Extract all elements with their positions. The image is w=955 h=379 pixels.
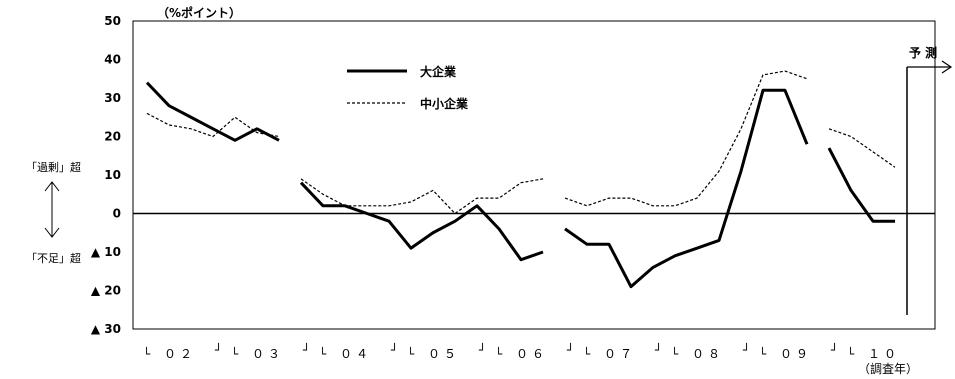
x-year-label: ０５ — [428, 347, 460, 361]
excess-label: 「過剰」超 — [26, 160, 81, 174]
y-tick-label: 20 — [104, 130, 121, 144]
y-tick-label: 30 — [104, 91, 121, 105]
large-firm-line-segment-1 — [299, 181, 544, 262]
y-tick-label: ▲ 10 — [91, 245, 121, 259]
sme-line-segment-3 — [828, 128, 896, 168]
x-bracket-right: ┘ — [214, 342, 222, 357]
x-year-label: ０４ — [340, 347, 372, 361]
x-bracket-right: ┘ — [302, 342, 310, 357]
x-year-label: ０９ — [780, 347, 812, 361]
x-bracket-left: └ — [495, 346, 503, 361]
x-year-label: ０６ — [516, 347, 548, 361]
legend-label-sme: 中小企業 — [420, 96, 469, 111]
y-tick-label: ▲ 20 — [91, 284, 121, 298]
x-bracket-left: └ — [583, 346, 591, 361]
y-tick-label: 50 — [104, 14, 121, 28]
large-firm-line-segment-2 — [564, 88, 809, 289]
x-bracket-right: ┘ — [566, 342, 574, 357]
x-bracket-left: └ — [407, 346, 415, 361]
x-bracket-left: └ — [143, 346, 151, 361]
x-bracket-right: ┘ — [478, 342, 486, 357]
x-axis-title: （調査年） — [858, 362, 918, 376]
x-year-label: ０３ — [252, 347, 284, 361]
x-bracket-right: ┘ — [830, 342, 838, 357]
x-year-label: ０８ — [692, 347, 724, 361]
x-bracket-left: └ — [671, 346, 679, 361]
legend: 大企業 中小企業 — [347, 64, 469, 111]
x-bracket-left: └ — [319, 346, 327, 361]
y-tick-label: 40 — [104, 53, 121, 67]
up-down-arrow-icon — [44, 181, 60, 238]
large-firm-line-segment-0 — [145, 81, 280, 142]
legend-label-large: 大企業 — [420, 64, 457, 79]
sme-line-segment-1 — [300, 178, 544, 215]
y-tick-label: 10 — [104, 168, 121, 182]
y-tick-label: 0 — [113, 207, 121, 221]
shortage-label: 「不足」超 — [26, 251, 81, 265]
x-bracket-right: ┘ — [742, 342, 750, 357]
x-year-label: ０２ — [164, 347, 196, 361]
x-year-label: １０ — [868, 347, 900, 361]
x-bracket-left: └ — [759, 346, 767, 361]
sme-line-segment-2 — [564, 70, 808, 207]
forecast-label: 予 測 — [909, 45, 937, 60]
x-bracket-right: ┘ — [654, 342, 662, 357]
sme-line-segment-0 — [146, 112, 280, 138]
forecast-arrowhead-icon — [941, 60, 953, 74]
series-layer — [145, 70, 896, 289]
x-bracket-left: └ — [847, 346, 855, 361]
x-bracket-left: └ — [231, 346, 239, 361]
y-axis-ticks: 50 40 30 20 10 0 ▲ 10 ▲ 20 ▲ 30 — [91, 14, 121, 336]
x-axis-labels: └ ０２ ┘ └ ０３ ┘ └ ０４ ┘ └ ０５ ┘ └ ０６ ┘ └ ０７ ┘ └ ０８ ┘ └ ０９ ┘ └ １０ — [143, 342, 900, 361]
large-firm-line-segment-3 — [827, 147, 895, 223]
forecast-marker: 予 測 — [906, 45, 953, 315]
x-bracket-right: ┘ — [390, 342, 398, 357]
unit-label: （%ポイント） — [157, 5, 241, 20]
x-year-label: ０７ — [604, 347, 636, 361]
y-tick-label: ▲ 30 — [91, 322, 121, 336]
plot-frame — [132, 20, 936, 330]
